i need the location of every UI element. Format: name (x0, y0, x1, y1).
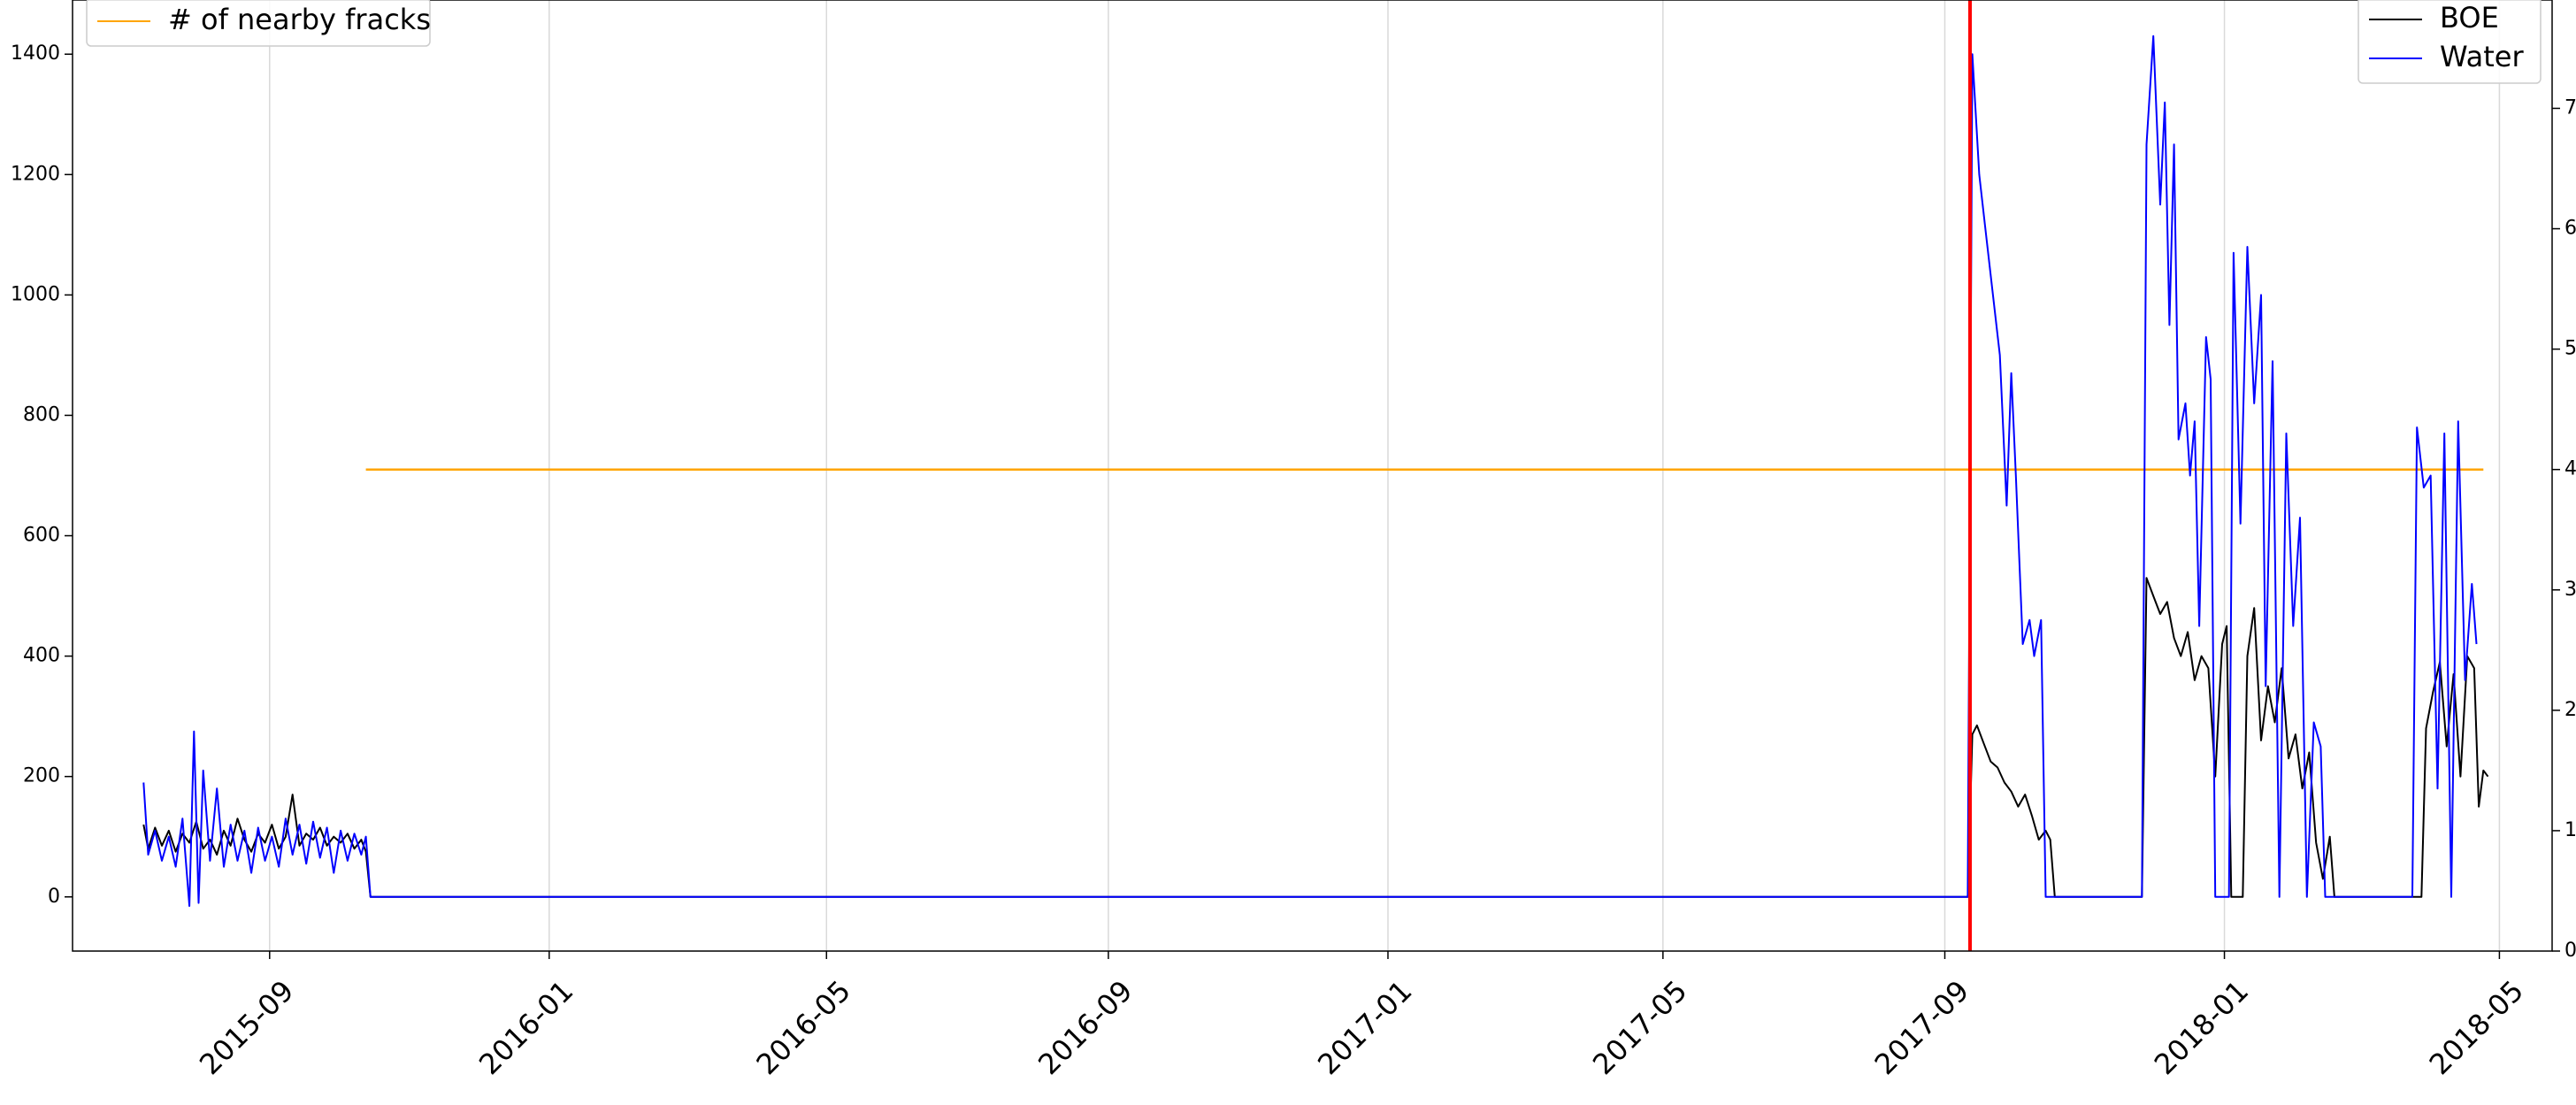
y-right-tick-label: 3 (2564, 579, 2576, 601)
y-left-tick-label: 1400 (11, 42, 60, 65)
y-left-tick-label: 600 (23, 525, 60, 547)
y-right-tick-label: 6 (2564, 218, 2576, 240)
y-left-tick-label: 0 (48, 886, 60, 908)
y-axis-left: 0 200 400 600 800 1000 1200 1400 (11, 42, 73, 908)
grid-lines (269, 0, 2501, 951)
y-right-tick-label: 1 (2564, 819, 2576, 841)
y-left-tick-label: 200 (23, 765, 60, 787)
series-line-water (142, 35, 2478, 907)
y-left-tick-label: 1000 (11, 283, 60, 305)
y-right-tick-label: 7 (2564, 96, 2576, 119)
legend-box (86, 0, 431, 47)
y-right-tick-label: 5 (2564, 338, 2576, 360)
y-left-tick-label: 400 (23, 645, 60, 667)
y-axis-right: 0 1 2 3 4 5 6 7 (2552, 96, 2576, 962)
y-left-tick-label: 1200 (11, 163, 60, 185)
legend-box (2358, 0, 2542, 84)
legend-label: Water (2440, 40, 2524, 73)
legend-left: # of nearby fracks (86, 0, 431, 47)
plot-frame (72, 0, 2553, 952)
y-right-tick-label: 4 (2564, 458, 2576, 480)
y-left-tick-label: 800 (23, 403, 60, 426)
legend-label: BOE (2440, 1, 2499, 35)
legend-right: BOE Water (2358, 0, 2542, 84)
legend-label: # of nearby fracks (168, 3, 431, 36)
y-right-tick-label: 0 (2564, 940, 2576, 962)
y-right-tick-label: 2 (2564, 699, 2576, 721)
series-layer (142, 35, 2489, 907)
